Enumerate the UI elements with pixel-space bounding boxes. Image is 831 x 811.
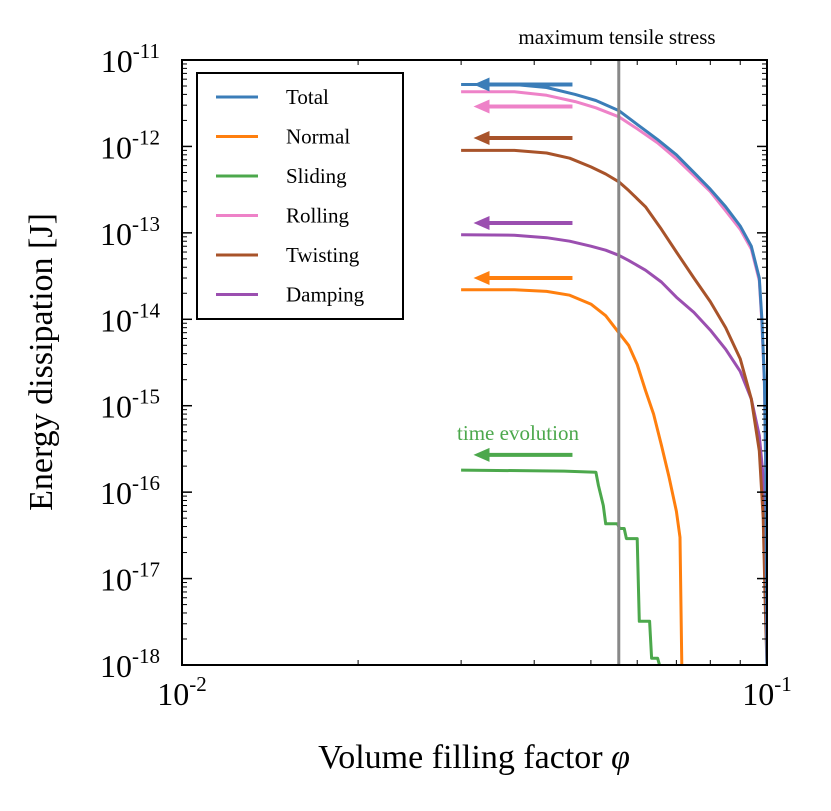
legend-label: Damping: [286, 283, 365, 307]
legend-label: Total: [286, 85, 329, 109]
legend-entry-total: Total: [216, 85, 329, 109]
y-tick-label: 10-12: [100, 125, 160, 165]
y-tick-label-base: 10: [100, 389, 132, 425]
legend-entry-normal: Normal: [216, 125, 350, 149]
y-tick-label-exp: -16: [132, 471, 160, 495]
series-line-damping: [461, 233, 767, 665]
annotation-time-evolution: time evolution: [457, 421, 579, 445]
time-arrow-head: [473, 216, 490, 231]
x-tick-label: 10-2: [157, 672, 207, 712]
time-arrow-head: [473, 271, 490, 286]
y-tick-label: 10-14: [100, 298, 160, 338]
time-arrow-total: [473, 77, 573, 92]
legend-entry-damping: Damping: [216, 283, 365, 307]
y-tick-label-exp: -15: [132, 385, 160, 409]
x-tick-label-exp: -1: [774, 672, 792, 696]
legend-entry-rolling: Rolling: [216, 204, 350, 228]
y-tick-label: 10-16: [100, 471, 160, 511]
y-tick-label-base: 10: [100, 129, 132, 165]
time-arrow-rolling: [473, 99, 573, 114]
series-line-total: [461, 83, 767, 665]
time-arrow-sliding: [473, 447, 573, 462]
y-tick-label: 10-13: [100, 212, 160, 252]
y-tick-label-exp: -12: [132, 125, 160, 149]
time-arrow-head: [473, 77, 490, 92]
y-tick-label: 10-11: [101, 39, 160, 79]
legend-label: Sliding: [286, 164, 347, 188]
legend-label: Rolling: [286, 204, 350, 228]
y-tick-label-exp: -18: [132, 644, 160, 668]
vline-label: maximum tensile stress: [518, 25, 715, 49]
y-tick-label-exp: -17: [132, 558, 160, 582]
y-tick-label-base: 10: [101, 43, 133, 79]
x-tick-label-exp: -2: [189, 672, 207, 696]
time-arrow-head: [473, 447, 490, 462]
y-tick-label-base: 10: [100, 648, 132, 684]
x-tick-label-base: 10: [742, 676, 774, 712]
time-arrow-normal: [473, 271, 573, 286]
legend: Total Normal Sliding Rolling Twisting Damping: [196, 72, 404, 320]
y-tick-label-base: 10: [100, 562, 132, 598]
series-line-twisting: [461, 148, 767, 665]
legend-box: [196, 72, 404, 320]
legend-label: Twisting: [286, 243, 360, 267]
time-arrow-head: [473, 131, 490, 146]
y-axis-label: Energy dissipation [J]: [23, 213, 60, 511]
y-tick-label-base: 10: [100, 302, 132, 338]
legend-entry-twisting: Twisting: [216, 243, 360, 267]
time-arrow-twisting: [473, 131, 573, 146]
time-arrow-head: [473, 99, 490, 114]
y-tick-label: 10-18: [100, 644, 160, 684]
x-axis-label-symbol: φ: [611, 739, 630, 776]
x-tick-label-base: 10: [157, 676, 189, 712]
x-tick-label: 10-1: [742, 672, 792, 712]
y-tick-label-base: 10: [100, 216, 132, 252]
time-arrow-damping: [473, 216, 573, 231]
series-line-sliding: [461, 468, 661, 665]
y-tick-label: 10-17: [100, 558, 160, 598]
legend-entry-sliding: Sliding: [216, 164, 347, 188]
y-tick-label-exp: -13: [132, 212, 160, 236]
series-line-normal: [461, 288, 684, 665]
legend-label: Normal: [286, 125, 350, 149]
y-tick-label-base: 10: [100, 475, 132, 511]
x-axis-label: Volume filling factor φ: [318, 739, 630, 776]
y-tick-label: 10-15: [100, 385, 160, 425]
plot-frame: [181, 59, 768, 666]
x-axis-label-text: Volume filling factor: [318, 739, 611, 776]
y-tick-label-exp: -14: [132, 298, 160, 322]
y-tick-label-exp: -11: [133, 39, 160, 63]
